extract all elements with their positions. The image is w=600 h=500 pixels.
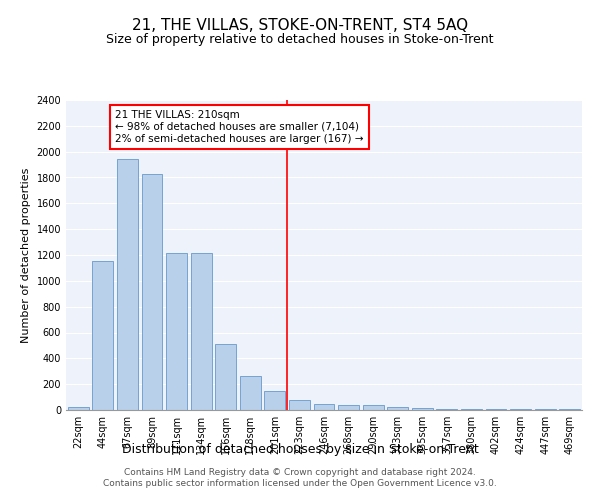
- Bar: [338, 405, 359, 410]
- Bar: [142, 174, 163, 410]
- Bar: [68, 407, 89, 410]
- Bar: [461, 408, 482, 410]
- Bar: [436, 408, 457, 410]
- Text: 21 THE VILLAS: 210sqm
← 98% of detached houses are smaller (7,104)
2% of semi-de: 21 THE VILLAS: 210sqm ← 98% of detached …: [115, 110, 364, 144]
- Bar: [215, 344, 236, 410]
- Bar: [166, 253, 187, 410]
- Bar: [240, 376, 261, 410]
- Text: 21, THE VILLAS, STOKE-ON-TRENT, ST4 5AQ: 21, THE VILLAS, STOKE-ON-TRENT, ST4 5AQ: [132, 18, 468, 32]
- Bar: [535, 408, 556, 410]
- Bar: [289, 400, 310, 410]
- Text: Contains HM Land Registry data © Crown copyright and database right 2024.
Contai: Contains HM Land Registry data © Crown c…: [103, 468, 497, 487]
- Text: Distribution of detached houses by size in Stoke-on-Trent: Distribution of detached houses by size …: [122, 442, 478, 456]
- Y-axis label: Number of detached properties: Number of detached properties: [21, 168, 31, 342]
- Bar: [265, 390, 286, 410]
- Bar: [314, 404, 334, 410]
- Text: Size of property relative to detached houses in Stoke-on-Trent: Size of property relative to detached ho…: [106, 32, 494, 46]
- Bar: [559, 408, 580, 410]
- Bar: [362, 406, 383, 410]
- Bar: [92, 262, 113, 410]
- Bar: [485, 409, 506, 410]
- Bar: [191, 253, 212, 410]
- Bar: [387, 408, 408, 410]
- Bar: [412, 408, 433, 410]
- Bar: [117, 160, 138, 410]
